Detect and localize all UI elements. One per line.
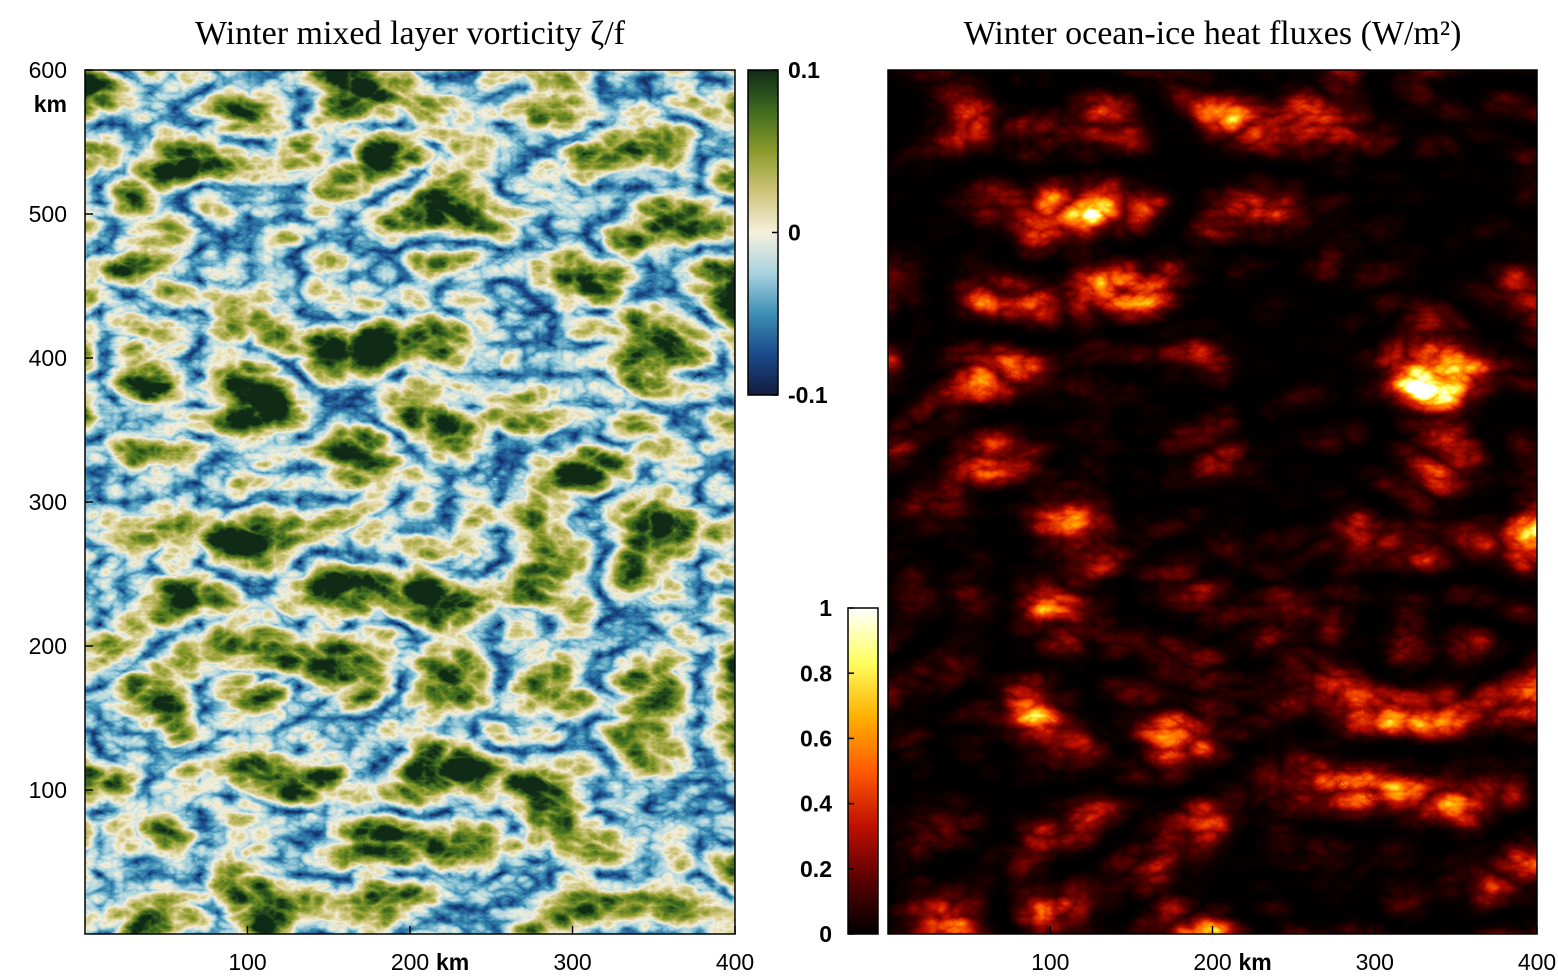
chart-title: Winter ocean-ice heat fluxes (W/m²) — [964, 15, 1462, 52]
x-tick-label: 400 — [716, 949, 754, 975]
x-tick-label: 200 — [1193, 949, 1231, 975]
x-tick-label: 100 — [1031, 949, 1069, 975]
heatmap-field — [85, 70, 735, 934]
y-tick-label: 400 — [29, 345, 67, 371]
x-tick-label: 100 — [228, 949, 266, 975]
chart-title: Winter mixed layer vorticity ζ/f — [195, 15, 626, 52]
y-axis-label: km — [34, 91, 67, 117]
colorbar-tick-label: 0.4 — [800, 791, 832, 817]
heatmap-field — [888, 70, 1537, 934]
y-tick-label: 100 — [29, 777, 67, 803]
colorbar-tick-label: 0 — [819, 921, 832, 947]
x-tick-label: 300 — [1356, 949, 1394, 975]
x-tick-label: 200 — [391, 949, 429, 975]
colorbar-tick-label: -0.1 — [788, 382, 828, 408]
y-tick-label: 200 — [29, 633, 67, 659]
x-tick-label: 400 — [1518, 949, 1556, 975]
y-tick-label: 600 — [29, 57, 67, 83]
colorbar-tick-label: 1 — [819, 595, 832, 621]
x-tick-label: 300 — [553, 949, 591, 975]
colorbar — [847, 607, 879, 935]
colorbar-tick-label: 0.1 — [788, 57, 820, 83]
colorbar-tick-label: 0.6 — [800, 725, 832, 751]
colorbar-tick-label: 0.2 — [800, 856, 832, 882]
y-tick-label: 300 — [29, 489, 67, 515]
y-tick-label: 500 — [29, 201, 67, 227]
x-axis-label: km — [1239, 949, 1272, 975]
x-axis-label: km — [436, 949, 469, 975]
colorbar-tick-label: 0 — [788, 220, 801, 246]
colorbar-tick-label: 0.8 — [800, 660, 832, 686]
